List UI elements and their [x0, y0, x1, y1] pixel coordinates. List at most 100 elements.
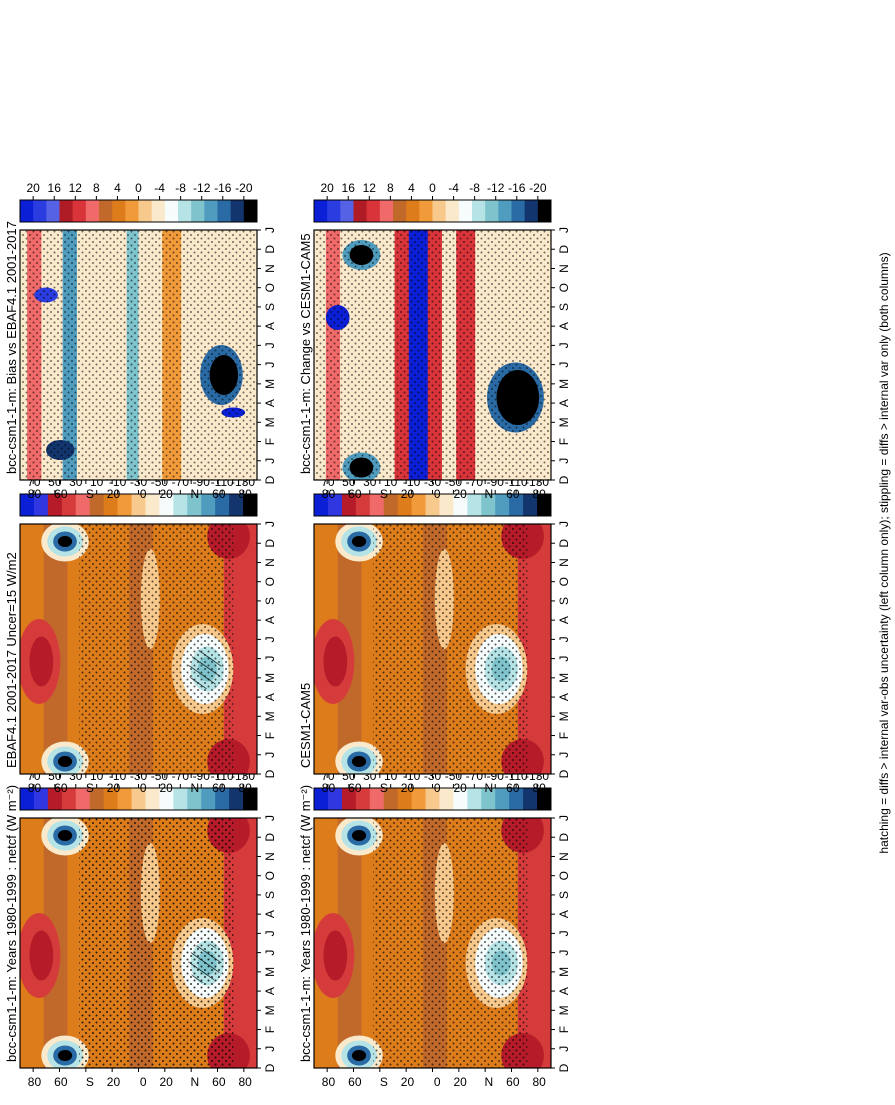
colorbar-cell: [61, 788, 77, 810]
colorbar-cell: [411, 788, 427, 810]
x-tick-label: J: [557, 636, 571, 642]
colorbar-cell: [511, 200, 526, 222]
y-tick-label: N: [190, 487, 199, 501]
x-tick-label: A: [557, 693, 571, 701]
y-tick-label: S: [86, 781, 94, 795]
colorbar-cell: [178, 200, 192, 222]
x-tick-label: J: [557, 458, 571, 464]
colorbar-cell: [230, 200, 245, 222]
colorbar-cell: [509, 494, 524, 516]
colorbar-cell: [537, 494, 552, 516]
x-tick-label: D: [263, 539, 277, 548]
colorbar-cell: [112, 200, 126, 222]
y-tick-label: 80: [322, 487, 336, 501]
colorbar-cell: [145, 494, 160, 516]
colorbar-cell: [397, 494, 413, 516]
y-tick-label: S: [380, 1075, 388, 1089]
colorbar-cell: [355, 494, 371, 516]
colorbar-cell: [485, 200, 499, 222]
colorbar-cell: [495, 494, 510, 516]
y-tick-label: 80: [238, 1075, 252, 1089]
colorbar-cell: [425, 788, 440, 810]
colorbar-cell: [89, 788, 105, 810]
colorbar-cell: [89, 494, 105, 516]
colorbar-cell: [215, 494, 230, 516]
y-tick-label: S: [86, 487, 94, 501]
colorbar-cell: [131, 494, 146, 516]
y-tick-label: 20: [453, 781, 467, 795]
y-tick-label: 80: [322, 781, 336, 795]
colorbar-cell: [117, 788, 133, 810]
colorbar-cell: [145, 788, 160, 810]
x-tick-label: D: [557, 245, 571, 254]
x-tick-label: N: [557, 264, 571, 273]
colorbar-cell: [204, 200, 218, 222]
x-tick-label: A: [263, 910, 277, 918]
x-tick-label: F: [557, 732, 571, 739]
y-tick-label: 60: [54, 1075, 68, 1089]
blob: [323, 930, 348, 981]
x-tick-label: J: [263, 930, 277, 936]
x-tick-label: F: [557, 438, 571, 445]
colorbar-cell: [61, 494, 77, 516]
x-tick-label: A: [263, 693, 277, 701]
x-tick-label: J: [263, 362, 277, 368]
colorbar-cell: [117, 494, 133, 516]
y-tick-label: N: [190, 1075, 199, 1089]
x-tick-label: A: [557, 616, 571, 624]
colorbar-cell: [46, 200, 60, 222]
colorbar-cell: [47, 788, 63, 810]
y-tick-label: 20: [401, 781, 415, 795]
colorbar-label: -12: [193, 181, 211, 195]
x-tick-label: A: [557, 910, 571, 918]
y-tick-label: 20: [453, 1075, 467, 1089]
blob: [57, 1050, 73, 1061]
heatmap-field: [20, 524, 257, 774]
x-tick-label: D: [263, 245, 277, 254]
stippling: [314, 230, 551, 480]
x-tick-label: M: [557, 379, 571, 389]
colorbar-cell: [159, 494, 174, 516]
panel-title: bcc-csm1-1-m: Years 1980-1999 : netcf (W…: [298, 785, 313, 1062]
colorbar-label: -8: [469, 181, 480, 195]
panel-title: bcc-csm1-1-m: Bias vs EBAF4.1 2001-2017: [4, 221, 19, 474]
colorbar-cell: [125, 200, 140, 222]
x-tick-label: D: [557, 475, 571, 484]
colorbar-cell: [103, 788, 119, 810]
colorbar-cell: [369, 494, 385, 516]
colorbar-cell: [33, 494, 49, 516]
stippling: [373, 818, 528, 1068]
colorbar-cell: [229, 494, 244, 516]
heatmap-field: [314, 524, 551, 774]
colorbar-cell: [498, 200, 513, 222]
colorbar-cell: [99, 200, 113, 222]
colorbar-cell: [103, 494, 119, 516]
blob: [351, 536, 367, 547]
x-tick-label: J: [263, 342, 277, 348]
x-tick-label: J: [263, 815, 277, 821]
y-tick-label: 0: [434, 1075, 441, 1089]
y-tick-label: 20: [107, 1075, 121, 1089]
x-tick-label: O: [557, 871, 571, 880]
colorbar-cell: [537, 200, 552, 222]
y-tick-label: S: [380, 781, 388, 795]
y-tick-label: 0: [140, 487, 147, 501]
colorbar-label: 12: [69, 181, 83, 195]
colorbar-cell: [215, 788, 230, 810]
y-tick-label: N: [484, 487, 493, 501]
x-tick-label: A: [557, 399, 571, 407]
x-tick-label: A: [263, 616, 277, 624]
colorbar-cell: [243, 788, 258, 810]
y-tick-label: 20: [107, 781, 121, 795]
x-tick-label: J: [557, 950, 571, 956]
colorbar-cell: [314, 494, 329, 516]
y-tick-label: 20: [401, 487, 415, 501]
y-tick-label: 80: [322, 1075, 336, 1089]
x-tick-label: J: [263, 458, 277, 464]
y-tick-label: 20: [401, 1075, 415, 1089]
colorbar-label: -8: [175, 181, 186, 195]
stippling: [79, 818, 234, 1068]
y-tick-label: 60: [212, 1075, 226, 1089]
panel-title: CESM1-CAM5: [298, 683, 313, 768]
colorbar-cell: [201, 494, 216, 516]
